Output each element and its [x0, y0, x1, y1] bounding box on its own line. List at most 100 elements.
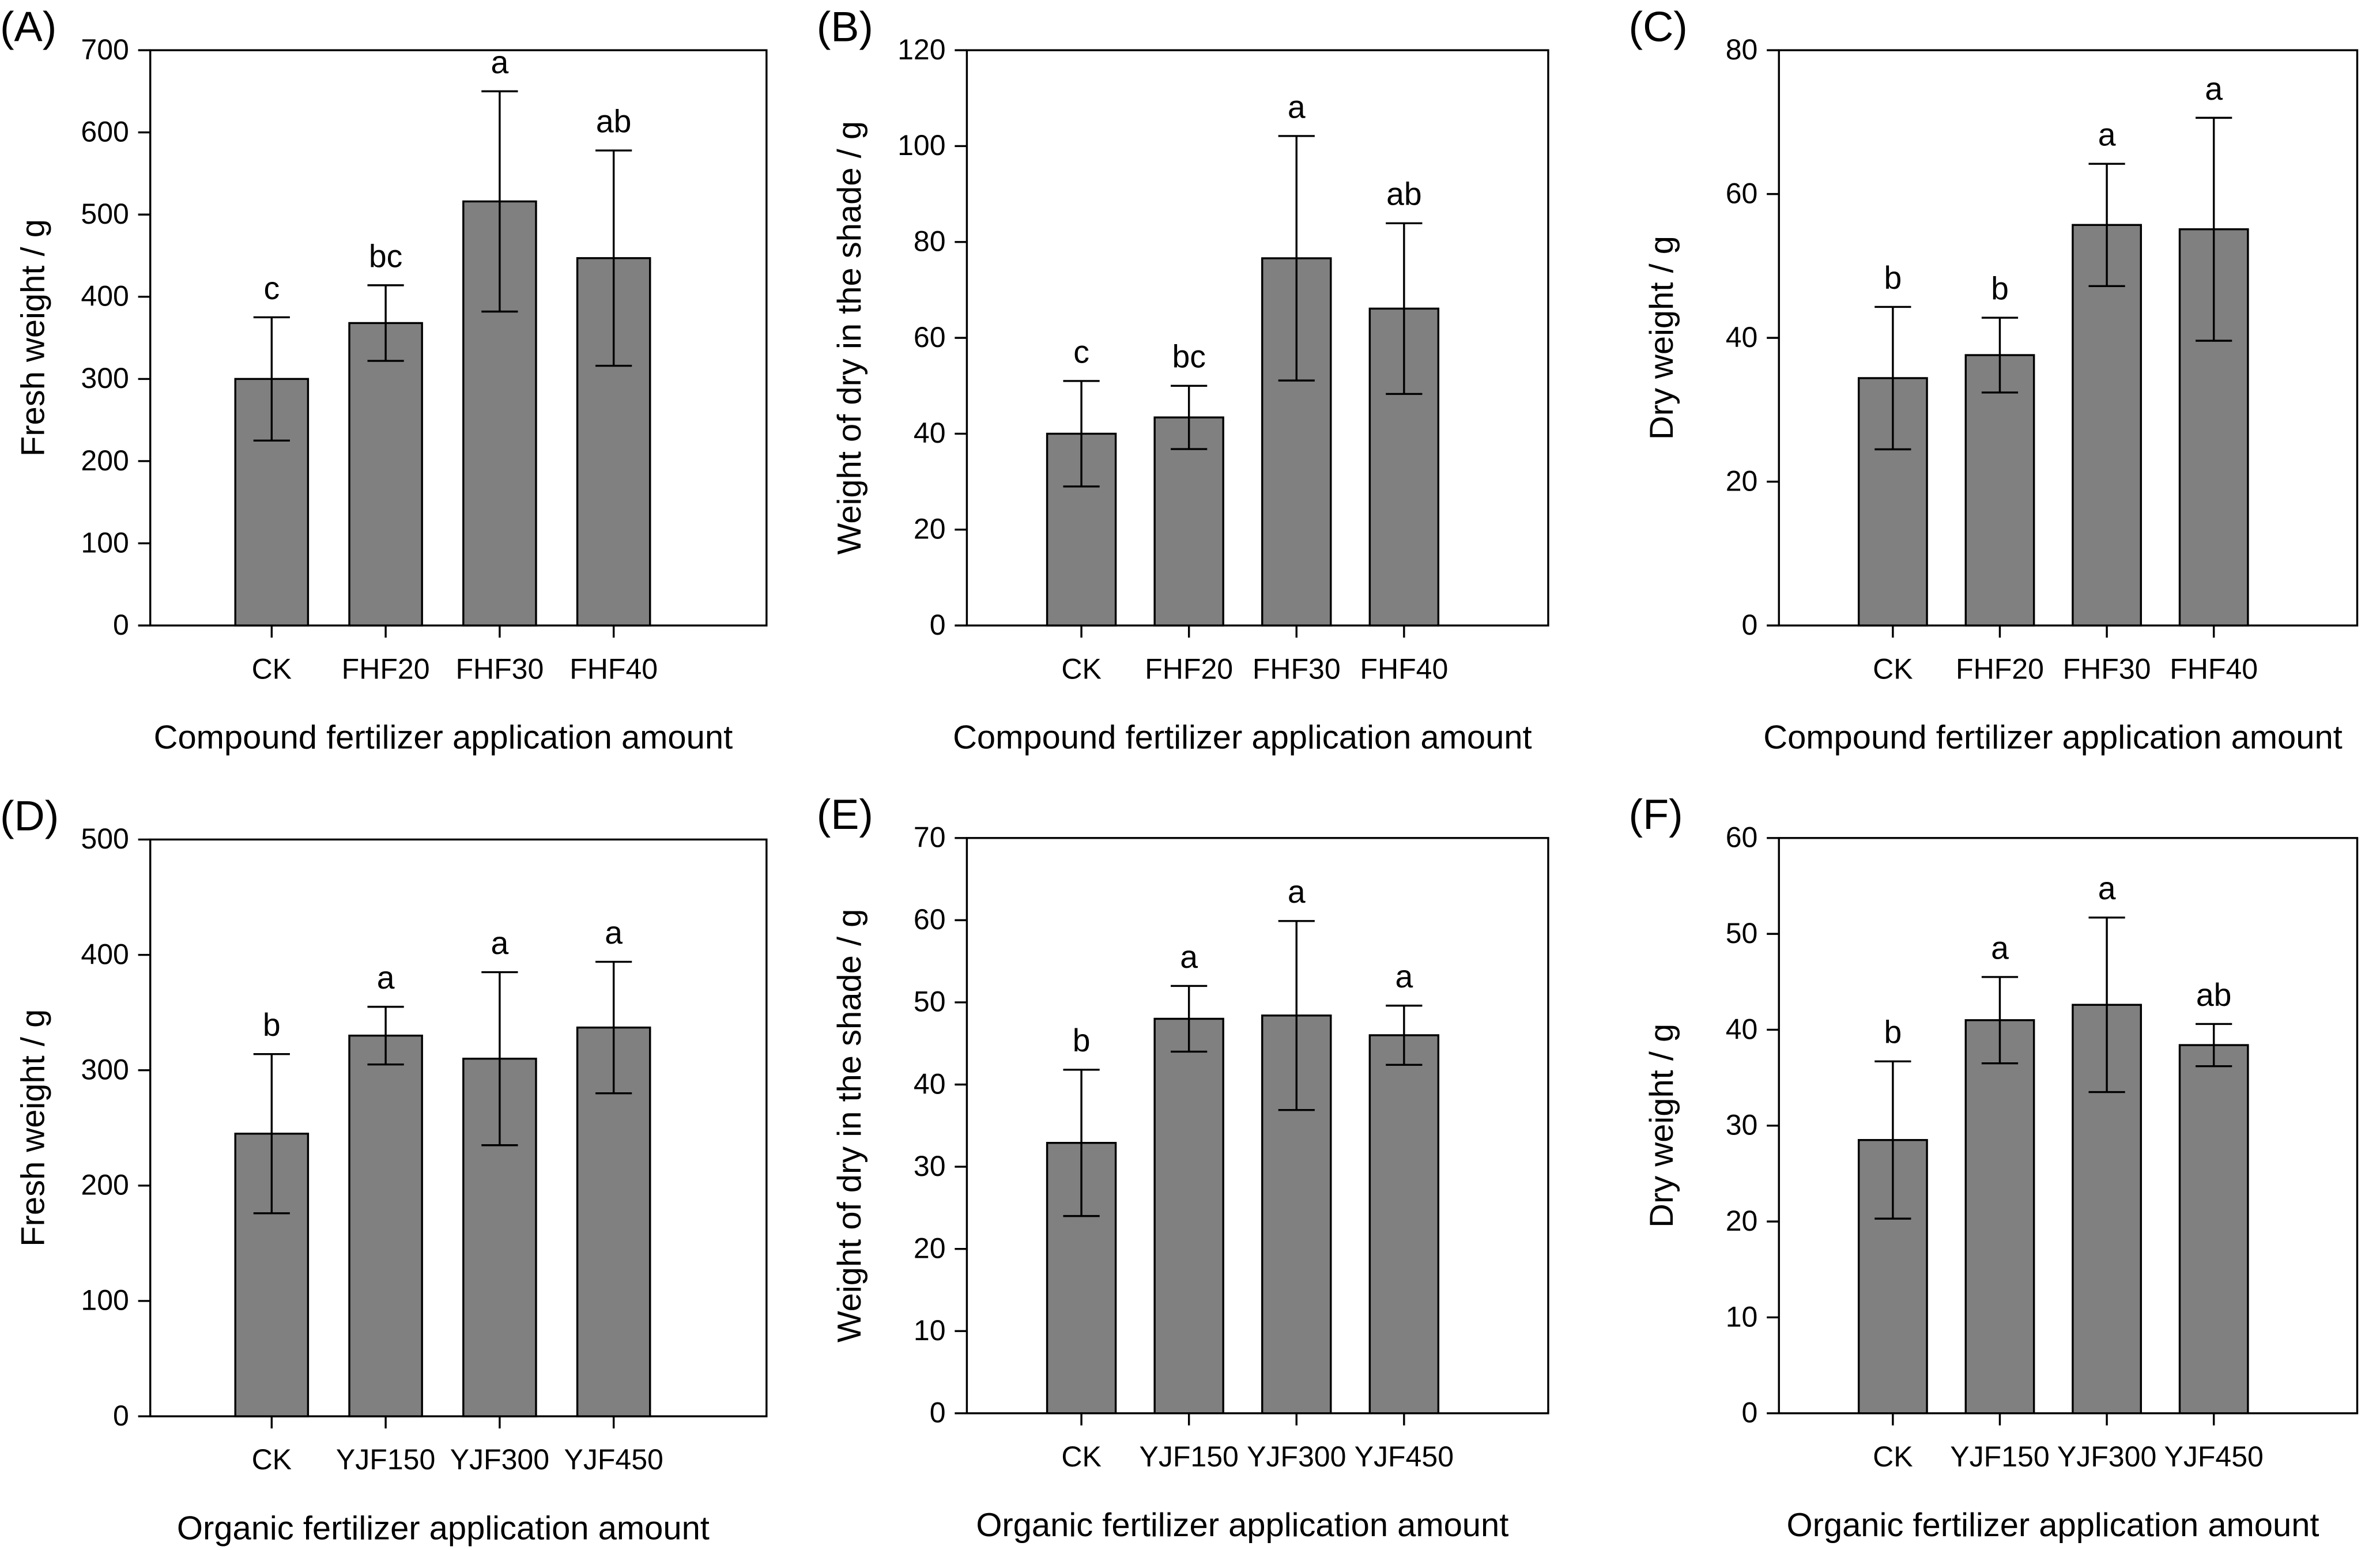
x-tick-label: FHF30 — [2063, 653, 2151, 685]
y-tick-label: 300 — [81, 362, 129, 394]
y-axis-label: Fresh weight / g — [14, 1009, 51, 1247]
panel-b: (B) 0 20 40 60 80 100 120 Weight of dry in the s… — [817, 2, 1549, 756]
y-tick-label: 10 — [1726, 1300, 1758, 1333]
significance-letter: bc — [369, 238, 402, 274]
panel-label: (D) — [0, 792, 59, 840]
x-tick-label: FHF40 — [2170, 653, 2258, 685]
x-tick-label: CK — [252, 653, 292, 685]
bar-YJF450 — [2178, 1044, 2249, 1415]
x-tick-label: YJF150 — [1950, 1440, 2049, 1473]
y-tick-label: 20 — [1726, 1205, 1758, 1237]
y-tick-label: 400 — [81, 938, 129, 970]
significance-letter: bc — [1172, 339, 1205, 375]
y-tick-label: 0 — [930, 609, 946, 641]
y-tick-label: 0 — [1742, 609, 1758, 641]
y-tick-label: 0 — [113, 609, 129, 641]
y-tick-label: 600 — [81, 115, 129, 148]
x-tick-label: FHF30 — [1253, 653, 1341, 685]
x-tick-label: YJF300 — [2057, 1440, 2156, 1473]
x-tick-label: CK — [1061, 1440, 1101, 1473]
y-tick-label: 60 — [1726, 177, 1758, 209]
y-axis-label: Weight of dry in the shade / g — [831, 121, 868, 555]
y-tick-label: 10 — [914, 1314, 946, 1347]
bar-FHF20 — [348, 322, 423, 627]
panel-c: (C) 0 20 40 60 80 Dry weight / g b CK b FHF20 a FHF3… — [1629, 2, 2359, 756]
significance-letter: a — [377, 960, 395, 995]
significance-letter: a — [1288, 874, 1306, 910]
x-tick-label: YJF300 — [450, 1443, 549, 1476]
y-tick-label: 30 — [914, 1150, 946, 1182]
panel-label: (F) — [1629, 790, 1683, 838]
panel-label: (B) — [817, 2, 873, 50]
y-axis-label: Dry weight / g — [1643, 1024, 1680, 1228]
y-tick-label: 80 — [914, 225, 946, 258]
x-tick-label: CK — [1873, 1440, 1913, 1473]
y-tick-label: 500 — [81, 198, 129, 230]
y-tick-label: 30 — [1726, 1109, 1758, 1141]
significance-letter: b — [1991, 271, 2009, 307]
y-tick-label: 50 — [1726, 917, 1758, 949]
x-axis-label: Organic fertilizer application amount — [177, 1510, 710, 1547]
plot-frame — [965, 837, 1549, 1415]
x-tick-label: CK — [252, 1443, 292, 1476]
x-axis-label: Organic fertilizer application amount — [976, 1507, 1508, 1544]
x-tick-label: FHF30 — [455, 653, 544, 685]
bar-FHF20 — [1964, 354, 2035, 627]
y-tick-label: 40 — [1726, 321, 1758, 353]
panel-e: (E) 0 10 20 30 40 50 60 70 Weight of dry in the s… — [817, 790, 1549, 1544]
significance-letter: ab — [1386, 176, 1422, 212]
plot-frame — [149, 49, 768, 627]
y-tick-label: 70 — [914, 821, 946, 854]
x-axis-label: Compound fertilizer application amount — [953, 719, 1532, 756]
y-tick-label: 80 — [1726, 33, 1758, 66]
significance-letter: a — [1395, 959, 1413, 994]
bar-FHF20 — [1153, 416, 1224, 627]
y-tick-label: 40 — [914, 1068, 946, 1100]
bar-YJF150 — [348, 1034, 423, 1417]
x-tick-label: CK — [1061, 653, 1101, 685]
x-tick-label: FHF20 — [342, 653, 430, 685]
y-tick-label: 40 — [1726, 1013, 1758, 1045]
plot-frame — [149, 838, 768, 1417]
y-tick-label: 60 — [1726, 821, 1758, 854]
y-tick-label: 20 — [914, 1232, 946, 1264]
significance-letter: a — [605, 915, 623, 951]
y-tick-label: 400 — [81, 280, 129, 312]
y-tick-label: 50 — [914, 986, 946, 1018]
y-tick-label: 0 — [113, 1400, 129, 1432]
significance-letter: ab — [596, 103, 632, 139]
x-axis-label: Organic fertilizer application amount — [1787, 1507, 2319, 1544]
x-axis-label: Compound fertilizer application amount — [1763, 719, 2343, 756]
x-tick-label: YJF300 — [1247, 1440, 1346, 1473]
y-axis-label: Weight of dry in the shade / g — [831, 909, 868, 1342]
significance-letter: a — [1991, 930, 2009, 966]
significance-letter: a — [491, 44, 509, 80]
panel-label: (E) — [817, 790, 873, 838]
panel-d: (D) 0 100 200 300 400 500 Fresh weight / g b CK a Y… — [0, 792, 768, 1547]
x-tick-label: YJF150 — [1139, 1440, 1238, 1473]
y-tick-label: 60 — [914, 903, 946, 936]
x-tick-label: FHF40 — [569, 653, 658, 685]
x-axis-label: Compound fertilizer application amount — [154, 719, 733, 756]
y-tick-label: 20 — [914, 513, 946, 545]
significance-letter: b — [1884, 260, 1902, 296]
y-tick-label: 200 — [81, 1169, 129, 1201]
bar-YJF150 — [1964, 1019, 2035, 1415]
y-tick-label: 500 — [81, 823, 129, 855]
significance-letter: b — [1884, 1015, 1902, 1050]
significance-letter: a — [2098, 117, 2116, 153]
panel-label: (C) — [1629, 2, 1688, 50]
y-tick-label: 0 — [930, 1397, 946, 1429]
significance-letter: a — [2205, 71, 2223, 107]
y-tick-label: 60 — [914, 321, 946, 353]
y-tick-label: 0 — [1742, 1397, 1758, 1429]
y-tick-label: 120 — [897, 33, 945, 66]
y-tick-label: 300 — [81, 1053, 129, 1085]
panel-f: (F) 0 10 20 30 40 50 60 Dry weight / g b CK a YJF150… — [1629, 790, 2359, 1544]
x-tick-label: FHF40 — [1360, 653, 1448, 685]
bar-YJF150 — [1153, 1017, 1224, 1415]
significance-letter: a — [1180, 939, 1198, 975]
x-tick-label: YJF150 — [336, 1443, 435, 1476]
y-tick-label: 700 — [81, 33, 129, 66]
